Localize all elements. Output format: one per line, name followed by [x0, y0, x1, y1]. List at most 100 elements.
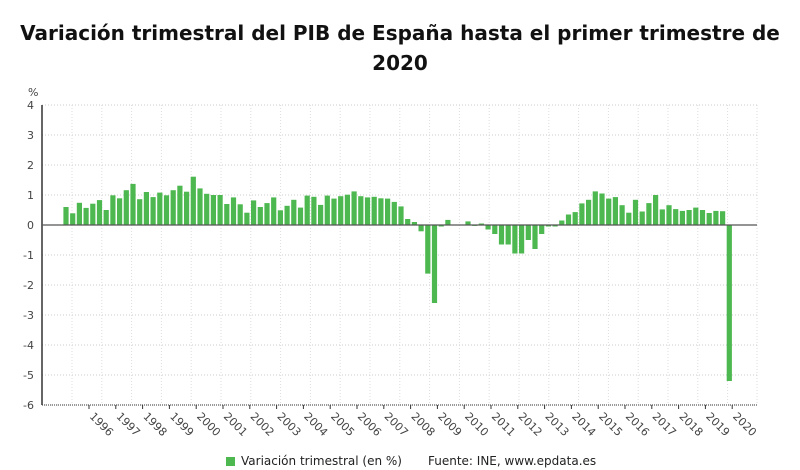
- x-tick-label: 2008: [408, 410, 437, 439]
- bar: [706, 213, 712, 225]
- y-tick-label: 3: [27, 129, 34, 142]
- bar: [693, 207, 699, 225]
- x-tick-label: 2016: [623, 410, 652, 439]
- bar: [237, 204, 243, 225]
- bar: [358, 196, 364, 225]
- x-tick-label: 2006: [355, 410, 384, 439]
- bar: [405, 219, 411, 225]
- x-tick-label: 1996: [87, 410, 116, 439]
- y-tick-label: 0: [27, 219, 34, 232]
- bar: [251, 200, 257, 225]
- bar: [565, 214, 572, 225]
- x-tick-label: 2005: [328, 410, 357, 439]
- bar: [291, 199, 297, 225]
- bar: [492, 225, 498, 234]
- bar: [123, 190, 129, 225]
- bar: [632, 199, 639, 225]
- bar: [425, 225, 431, 274]
- bar: [63, 207, 69, 225]
- bar: [130, 183, 136, 225]
- bar: [572, 212, 578, 225]
- bar: [398, 206, 404, 225]
- bar: [679, 210, 685, 225]
- bar: [271, 197, 277, 225]
- bar: [163, 195, 170, 225]
- y-tick-label: -2: [23, 279, 34, 292]
- bar: [284, 205, 290, 225]
- bar: [257, 207, 263, 225]
- bar: [331, 198, 337, 225]
- x-tick-label: 2014: [569, 410, 598, 439]
- y-tick-label: -6: [23, 399, 34, 412]
- x-tick-label: 2004: [301, 410, 330, 439]
- y-tick-label: 1: [27, 189, 34, 202]
- x-tick-label: 2019: [703, 410, 732, 439]
- bar: [244, 212, 250, 225]
- bar: [204, 193, 210, 225]
- x-tick-label: 2009: [435, 410, 464, 439]
- bar: [184, 191, 190, 225]
- bar: [559, 220, 565, 225]
- bar: [385, 198, 391, 225]
- bar: [713, 210, 719, 225]
- bar: [103, 210, 109, 225]
- bar: [485, 225, 491, 230]
- bar: [532, 225, 538, 249]
- bar: [371, 196, 377, 225]
- bar: [324, 195, 330, 225]
- bar: [478, 223, 484, 225]
- x-tick-label: 2013: [542, 410, 571, 439]
- bar: [110, 195, 116, 225]
- bar: [210, 195, 216, 225]
- y-tick-label: -5: [23, 369, 34, 382]
- bar: [277, 210, 283, 225]
- bar: [96, 200, 103, 225]
- bar: [224, 204, 230, 225]
- bar: [90, 203, 96, 225]
- y-tick-label: -3: [23, 309, 34, 322]
- bar: [666, 205, 672, 225]
- bar: [230, 197, 237, 225]
- legend-swatch: [226, 456, 235, 466]
- bar: [197, 188, 203, 225]
- bar: [525, 225, 531, 240]
- bar: [659, 209, 665, 225]
- x-tick-label: 1998: [140, 410, 169, 439]
- x-tick-label: 2002: [248, 410, 277, 439]
- bar: [699, 210, 706, 225]
- x-tick-label: 2001: [221, 410, 250, 439]
- bar: [438, 225, 444, 227]
- bar: [190, 176, 196, 225]
- x-tick-label: 2007: [382, 410, 411, 439]
- bar: [639, 211, 645, 225]
- bar: [673, 209, 679, 225]
- x-tick-label: 2003: [274, 410, 303, 439]
- bar: [411, 222, 417, 225]
- bar: [686, 210, 692, 225]
- bar: [137, 199, 143, 225]
- bar: [512, 225, 518, 254]
- bar: [351, 191, 357, 225]
- bar: [217, 195, 223, 225]
- bar: [726, 225, 732, 381]
- x-tick-label: 2017: [650, 410, 679, 439]
- bar: [505, 225, 511, 245]
- y-tick-label: -4: [23, 339, 34, 352]
- bar: [579, 203, 585, 225]
- bar: [364, 197, 371, 225]
- bar: [545, 225, 551, 227]
- bar: [720, 211, 726, 225]
- x-tick-label: 2000: [194, 410, 223, 439]
- bar: [264, 203, 270, 225]
- bar: [318, 204, 324, 225]
- bar: [626, 212, 632, 225]
- bar: [304, 195, 310, 225]
- bar: [338, 196, 344, 225]
- bar: [177, 185, 183, 225]
- bar: [378, 198, 384, 225]
- bar: [653, 195, 659, 225]
- x-tick-label: 2011: [489, 410, 518, 439]
- bar: [646, 203, 652, 225]
